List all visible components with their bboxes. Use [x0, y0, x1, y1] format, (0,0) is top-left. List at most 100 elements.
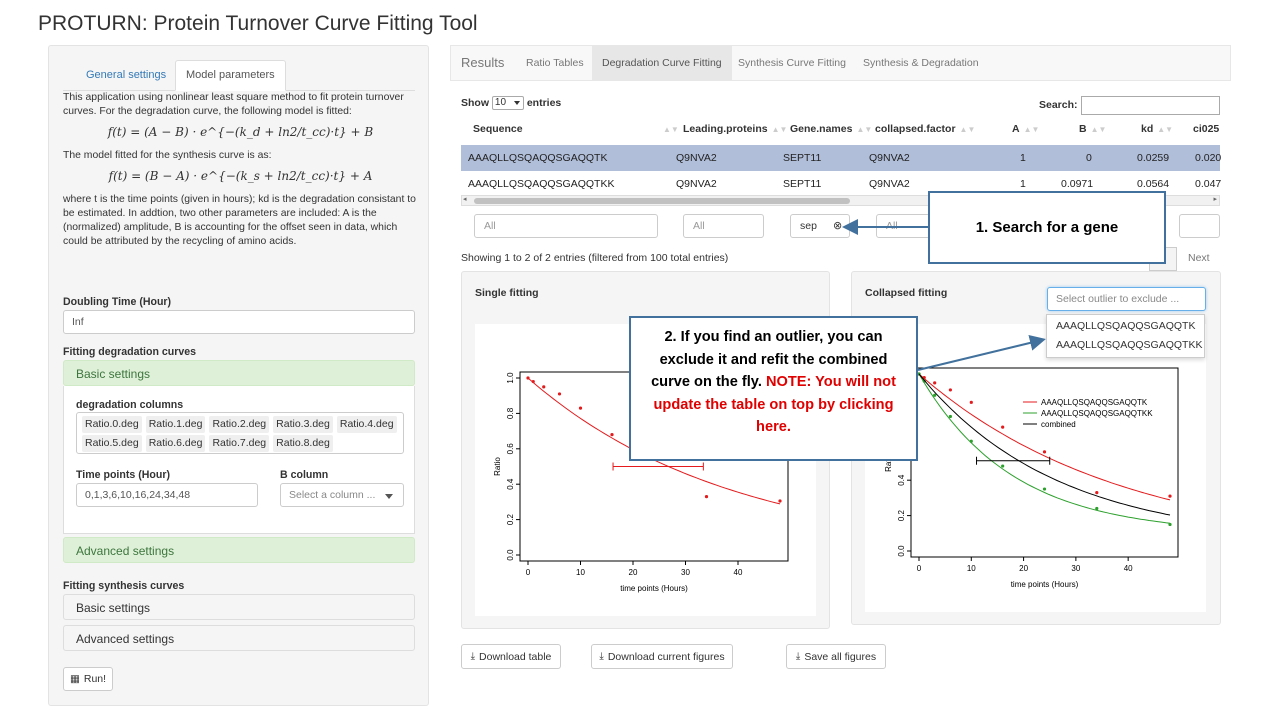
page-length-select[interactable]: 10: [491, 96, 524, 110]
column-header-b[interactable]: B ▲▼: [1079, 117, 1106, 143]
deg-column-chip[interactable]: Ratio.7.deg: [209, 435, 270, 452]
cell-b: 0.0971: [1061, 178, 1094, 190]
deg-column-chip[interactable]: Ratio.3.deg: [273, 416, 333, 433]
data-point: [933, 381, 937, 385]
deg-column-chip[interactable]: Ratio.8.deg: [273, 435, 333, 452]
clear-icon[interactable]: ⊗: [833, 220, 843, 232]
column-header-ci025[interactable]: ci025: [1193, 117, 1219, 143]
download-icon: ⤓: [470, 651, 476, 662]
x-tick-label: 30: [1071, 564, 1080, 573]
filter-gene-names[interactable]: sep ⊗: [790, 214, 850, 238]
single-fitting-title: Single fitting: [475, 287, 539, 299]
column-header-leading-proteins[interactable]: Leading.proteins ▲▼: [683, 117, 787, 143]
table-row[interactable]: AAAQLLQSQAQQSGAQQTKK Q9NVA2 SEPT11 Q9NVA…: [461, 171, 1221, 197]
x-tick-label: 20: [629, 568, 638, 577]
table-row[interactable]: AAAQLLQSQAQQSGAQQTK Q9NVA2 SEPT11 Q9NVA2…: [461, 145, 1221, 171]
data-point: [1042, 450, 1047, 454]
sort-icon[interactable]: ▲▼: [663, 125, 679, 134]
data-point: [1001, 464, 1005, 468]
deg-column-chip[interactable]: Ratio.4.deg: [336, 416, 397, 433]
y-axis-label: Ratio: [493, 457, 502, 476]
sort-icon: ▲▼: [1157, 125, 1174, 134]
deg-column-chip[interactable]: Ratio.2.deg: [209, 416, 270, 433]
outlier-select[interactable]: Select outlier to exclude ...: [1047, 287, 1206, 311]
data-point: [1095, 506, 1099, 511]
filter-ci025[interactable]: [1179, 214, 1220, 238]
download-icon: ⤓: [795, 651, 801, 662]
column-header-a[interactable]: A ▲▼: [1012, 117, 1039, 143]
column-header-collapsed-factor[interactable]: collapsed.factor ▲▼: [875, 117, 975, 143]
data-point: [1001, 425, 1005, 429]
fit-degradation-label: Fitting degradation curves: [63, 346, 197, 358]
sort-icon: ▲▼: [856, 125, 873, 134]
tab-general-settings[interactable]: General settings: [86, 69, 167, 81]
legend-label: AAAQLLQSQAQQSGAQQTKK: [1041, 409, 1153, 418]
callout-exclude-text: 2. If you find an outlier, you can exclu…: [651, 329, 888, 390]
column-header-label: Sequence: [473, 123, 523, 135]
deg-column-chip[interactable]: Ratio.6.deg: [145, 435, 206, 452]
data-point: [1095, 490, 1099, 495]
outlier-option[interactable]: AAAQLLQSQAQQSGAQQTK: [1056, 320, 1196, 332]
tab-model-parameters[interactable]: Model parameters: [175, 60, 286, 91]
doubling-time-label: Doubling Time (Hour): [63, 296, 172, 308]
pagination-next[interactable]: Next: [1188, 252, 1210, 264]
syn-basic-settings-header[interactable]: Basic settings: [63, 594, 415, 620]
deg-column-chip[interactable]: Ratio.5.deg: [82, 435, 142, 452]
data-point: [1042, 487, 1047, 491]
table-scrollbar[interactable]: ◂ ▸: [461, 195, 1220, 206]
time-points-input[interactable]: 0,1,3,6,10,16,24,34,48: [76, 483, 258, 507]
results-navbar: Results Ratio Tables Degradation Curve F…: [450, 45, 1231, 81]
sort-icon: ▲▼: [959, 125, 976, 134]
y-tick-label: 0.6: [506, 443, 515, 455]
collapsed-fitting-title: Collapsed fitting: [865, 287, 948, 299]
x-tick-label: 10: [576, 568, 585, 577]
run-button[interactable]: ▦ Run!: [63, 667, 113, 691]
column-header-label: ci025: [1193, 123, 1220, 135]
tab-synthesis-curve-fitting[interactable]: Synthesis Curve Fitting: [738, 57, 846, 69]
filter-sequence[interactable]: All: [474, 214, 658, 238]
deg-basic-settings-body: degradation columns Ratio.0.deg Ratio.1.…: [63, 386, 415, 534]
deg-advanced-settings-header[interactable]: Advanced settings: [63, 537, 415, 563]
scroll-left-icon[interactable]: ◂: [463, 196, 467, 203]
b-column-select[interactable]: Select a column ...: [280, 483, 404, 507]
synthesis-formula: f(t) = (B − A) · e^{−(k_s + ln2/t_cc)·t}…: [108, 169, 373, 183]
deg-column-chip[interactable]: Ratio.0.deg: [82, 416, 142, 433]
table-search-input[interactable]: [1081, 96, 1220, 115]
deg-column-chip[interactable]: Ratio.1.deg: [145, 416, 206, 433]
data-point: [578, 406, 583, 410]
column-header-gene-names[interactable]: Gene.names ▲▼: [790, 117, 872, 143]
x-tick-label: 20: [1019, 564, 1028, 573]
doubling-time-input[interactable]: Inf: [63, 310, 415, 334]
syn-advanced-settings-header[interactable]: Advanced settings: [63, 625, 415, 651]
sort-icon: ▲▼: [1090, 125, 1107, 134]
column-header-sequence[interactable]: Sequence: [473, 117, 523, 143]
y-tick-label: 0.8: [506, 407, 515, 419]
outlier-option[interactable]: AAAQLLQSQAQQSGAQQTKK: [1056, 339, 1203, 351]
synthesis-text: The model fitted for the synthesis curve…: [63, 150, 272, 161]
show-label: Show: [461, 96, 489, 109]
tab-degradation-curve-fitting[interactable]: Degradation Curve Fitting: [592, 46, 732, 80]
column-header-label: kd: [1141, 123, 1154, 135]
sort-icon: ▲▼: [771, 125, 788, 134]
chevron-down-icon: [385, 494, 393, 499]
plot-background: [865, 324, 1206, 612]
deg-columns-select[interactable]: Ratio.0.deg Ratio.1.deg Ratio.2.deg Rati…: [76, 412, 404, 454]
download-table-button[interactable]: ⤓ Download table: [461, 644, 561, 669]
download-figures-button[interactable]: ⤓ Download current figures: [591, 644, 733, 669]
cell-gene-names: SEPT11: [783, 152, 822, 164]
scrollbar-thumb[interactable]: [474, 198, 850, 204]
save-all-figures-button[interactable]: ⤓ Save all figures: [786, 644, 886, 669]
filter-leading-proteins[interactable]: All: [683, 214, 764, 238]
tab-ratio-tables[interactable]: Ratio Tables: [526, 57, 584, 69]
data-point: [531, 379, 535, 384]
calculator-icon: ▦: [69, 673, 80, 685]
deg-basic-settings-header[interactable]: Basic settings: [63, 360, 415, 386]
x-tick-label: 0: [917, 564, 922, 573]
tab-synthesis-degradation[interactable]: Synthesis & Degradation: [863, 57, 979, 69]
column-header-label: Gene.names: [790, 123, 853, 135]
data-point: [948, 388, 952, 392]
fit-curve: [918, 373, 1171, 516]
scroll-right-icon[interactable]: ▸: [1213, 196, 1217, 203]
column-header-kd[interactable]: kd ▲▼: [1141, 117, 1173, 143]
intro-text: This application using nonlinear least s…: [63, 92, 404, 117]
